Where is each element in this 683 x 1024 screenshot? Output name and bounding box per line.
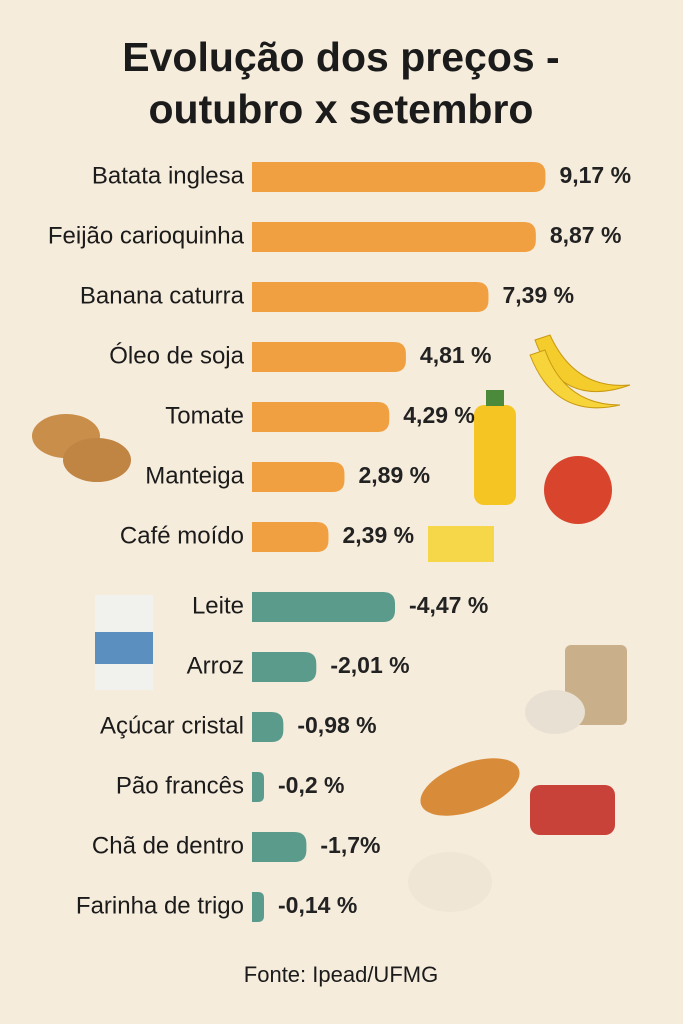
value-label: 4,29 % (403, 402, 475, 428)
bar (252, 162, 546, 192)
bar (252, 892, 264, 922)
category-label: Leite (192, 592, 244, 619)
value-label: -4,47 % (409, 592, 488, 618)
value-label: 2,39 % (342, 522, 414, 548)
category-label: Chã de dentro (92, 832, 244, 859)
category-label: Açúcar cristal (100, 712, 244, 739)
value-label: -0,98 % (297, 712, 376, 738)
bar (252, 652, 317, 682)
value-label: 8,87 % (550, 222, 622, 248)
bar (252, 342, 406, 372)
decorations (32, 334, 631, 912)
category-label: Manteiga (145, 462, 244, 489)
bar (252, 402, 390, 432)
value-label: 9,17 % (559, 162, 631, 188)
value-label: -1,7% (320, 832, 380, 858)
category-label: Pão francês (116, 772, 244, 799)
source: Fonte: Ipead/UFMG (244, 962, 438, 987)
value-label: 2,89 % (358, 462, 430, 488)
category-label: Arroz (187, 652, 244, 679)
category-label: Café moído (120, 522, 244, 549)
value-label: 4,81 % (420, 342, 492, 368)
chart-title: outubro x setembro (149, 86, 534, 132)
chart-title: Evolução dos preços - (122, 34, 559, 80)
bar (252, 592, 396, 622)
bar (252, 282, 489, 312)
bar (252, 712, 284, 742)
value-label: 7,39 % (502, 282, 574, 308)
bar (252, 772, 264, 802)
bar (252, 462, 345, 492)
bar (252, 522, 329, 552)
value-label: -0,2 % (278, 772, 344, 798)
category-label: Óleo de soja (109, 342, 244, 369)
bar (252, 222, 536, 252)
value-label: -2,01 % (330, 652, 409, 678)
category-label: Feijão carioquinha (48, 222, 245, 249)
category-label: Banana caturra (80, 282, 245, 309)
category-label: Tomate (165, 402, 244, 429)
value-label: -0,14 % (278, 892, 357, 918)
bar (252, 832, 307, 862)
category-label: Farinha de trigo (76, 892, 244, 919)
category-label: Batata inglesa (92, 162, 245, 189)
